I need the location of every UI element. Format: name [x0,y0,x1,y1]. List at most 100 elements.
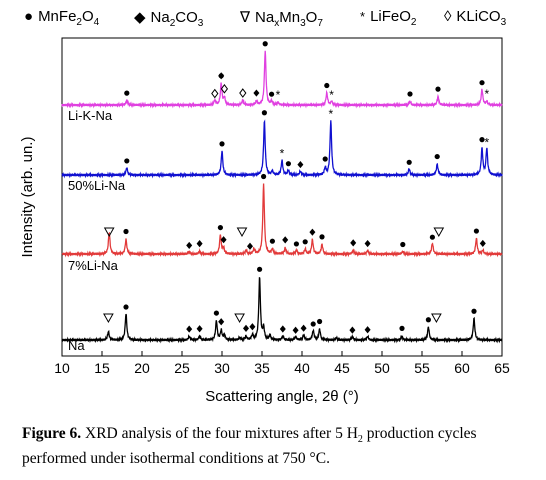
series-line [61,50,503,109]
mnfe2o4-marker [406,159,412,165]
x-tick-label: 15 [94,360,110,376]
na2co3-marker [218,318,225,326]
mnfe2o4-marker [479,137,485,143]
naxmn3o7-marker [236,227,248,238]
x-tick-label: 65 [494,360,510,376]
x-tick-label: 40 [294,360,310,376]
x-tick-label: 55 [414,360,430,376]
mnfe2o4-marker [434,153,440,160]
mnfe2o4-marker [302,239,308,245]
mnfe2o4-marker [293,241,299,247]
na2co3-marker [196,325,203,333]
x-ticks-group: 10 15 20 25 30 35 40 45 50 55 60 65 [54,351,510,376]
series-line [61,277,503,344]
na2co3-marker [350,239,357,247]
series-label: 7%Li-Na [68,258,119,273]
traces-group: Na 7%Li-Na 50%Li-Na Li-K-Na [61,50,503,353]
mnfe2o4-marker [261,173,267,180]
mnfe2o4-marker [261,110,267,116]
klico3-marker [211,88,219,99]
lifeo2-marker: * [280,146,285,160]
mnfe2o4-marker [123,228,129,235]
lifeo2-marker: * [484,87,489,101]
plot-frame [61,37,503,357]
mnfe2o4-marker [435,86,441,92]
mnfe2o4-marker [407,91,413,97]
mnfe2o4-marker [262,41,268,47]
mnfe2o4-marker [399,325,405,331]
na2co3-marker [218,72,225,80]
caption-label: Figure 6. [22,425,82,442]
naxmn3o7-marker [433,227,445,238]
mnfe2o4-marker [322,156,328,162]
mnfe2o4-marker [124,158,130,164]
mnfe2o4-marker [269,238,275,244]
mnfe2o4-marker [479,80,485,86]
mnfe2o4-marker [213,310,219,316]
mnfe2o4-marker [317,318,323,325]
open-triangle-down-icon: ∇ [240,9,251,26]
figure-caption: Figure 6. XRD analysis of the four mixtu… [22,425,477,468]
x-tick-label: 45 [334,360,350,376]
klico3-marker [220,84,229,94]
na2co3-marker [479,239,486,248]
xrd-plot: Na 7%Li-Na 50%Li-Na Li-K-Na * * * * * * 10 15 20 25… [19,37,510,405]
mnfe2o4-marker [310,321,316,327]
filled-diamond-icon: ◆ [134,9,146,26]
filled-circle-icon: ● [24,8,34,25]
mnfe2o4-marker [425,317,431,323]
mnfe2o4-marker [285,161,291,167]
x-tick-label: 20 [134,360,150,376]
na2co3-marker [249,323,256,331]
lifeo2-marker: * [276,88,281,102]
klico3-marker [239,88,247,98]
lifeo2-marker: * [329,88,334,102]
na2co3-marker [292,326,299,334]
x-axis-label: Scattering angle, 2θ (°) [205,388,359,405]
na2co3-marker [247,242,253,250]
na2co3-marker [196,240,203,248]
mnfe2o4-marker [319,234,325,240]
na2co3-marker [186,241,193,250]
mnfe2o4-marker [219,141,225,147]
legend-item-mnfe2o4: ● MnFe2O4 [24,8,100,28]
open-diamond-icon: ◊ [444,8,452,25]
na2co3-marker [349,326,356,334]
series-label: 50%Li-Na [68,178,126,193]
x-tick-label: 30 [214,360,230,376]
na2co3-marker [282,236,289,244]
na2co3-marker [364,239,371,248]
na2co3-marker [243,324,249,332]
legend-item-lifeo2: * LiFeO2 [360,8,417,28]
x-tick-label: 35 [254,360,270,376]
series-label: Li-K-Na [68,108,113,123]
mnfe2o4-marker [471,308,477,314]
naxmn3o7-marker [234,313,245,324]
markers-group: * * * * * * [103,41,489,334]
x-tick-label: 10 [54,360,70,376]
naxmn3o7-marker [431,313,442,324]
lifeo2-marker: * [484,135,489,149]
y-axis-label: Intensity (arb. un.) [19,137,36,258]
legend-item-naxmn3o7: ∇ NaxMn3O7 [240,9,323,29]
naxmn3o7-marker [103,313,114,324]
x-tick-label: 60 [454,360,470,376]
na2co3-marker [220,236,227,244]
x-tick-label: 25 [174,360,190,376]
mnfe2o4-marker [269,91,275,97]
x-tick-label: 50 [374,360,390,376]
na2co3-marker [300,324,307,332]
lifeo2-marker: * [328,107,333,121]
mnfe2o4-marker [217,224,223,231]
na2co3-marker [279,325,286,333]
na2co3-marker [364,326,371,334]
naxmn3o7-marker [103,227,115,238]
mnfe2o4-marker [400,241,406,248]
na2co3-marker [297,160,304,169]
na2co3-marker [186,325,193,333]
legend-item-klico3: ◊ KLiCO3 [444,8,507,28]
mnfe2o4-marker [429,234,435,240]
series-line [61,119,503,179]
mnfe2o4-marker [257,266,263,272]
